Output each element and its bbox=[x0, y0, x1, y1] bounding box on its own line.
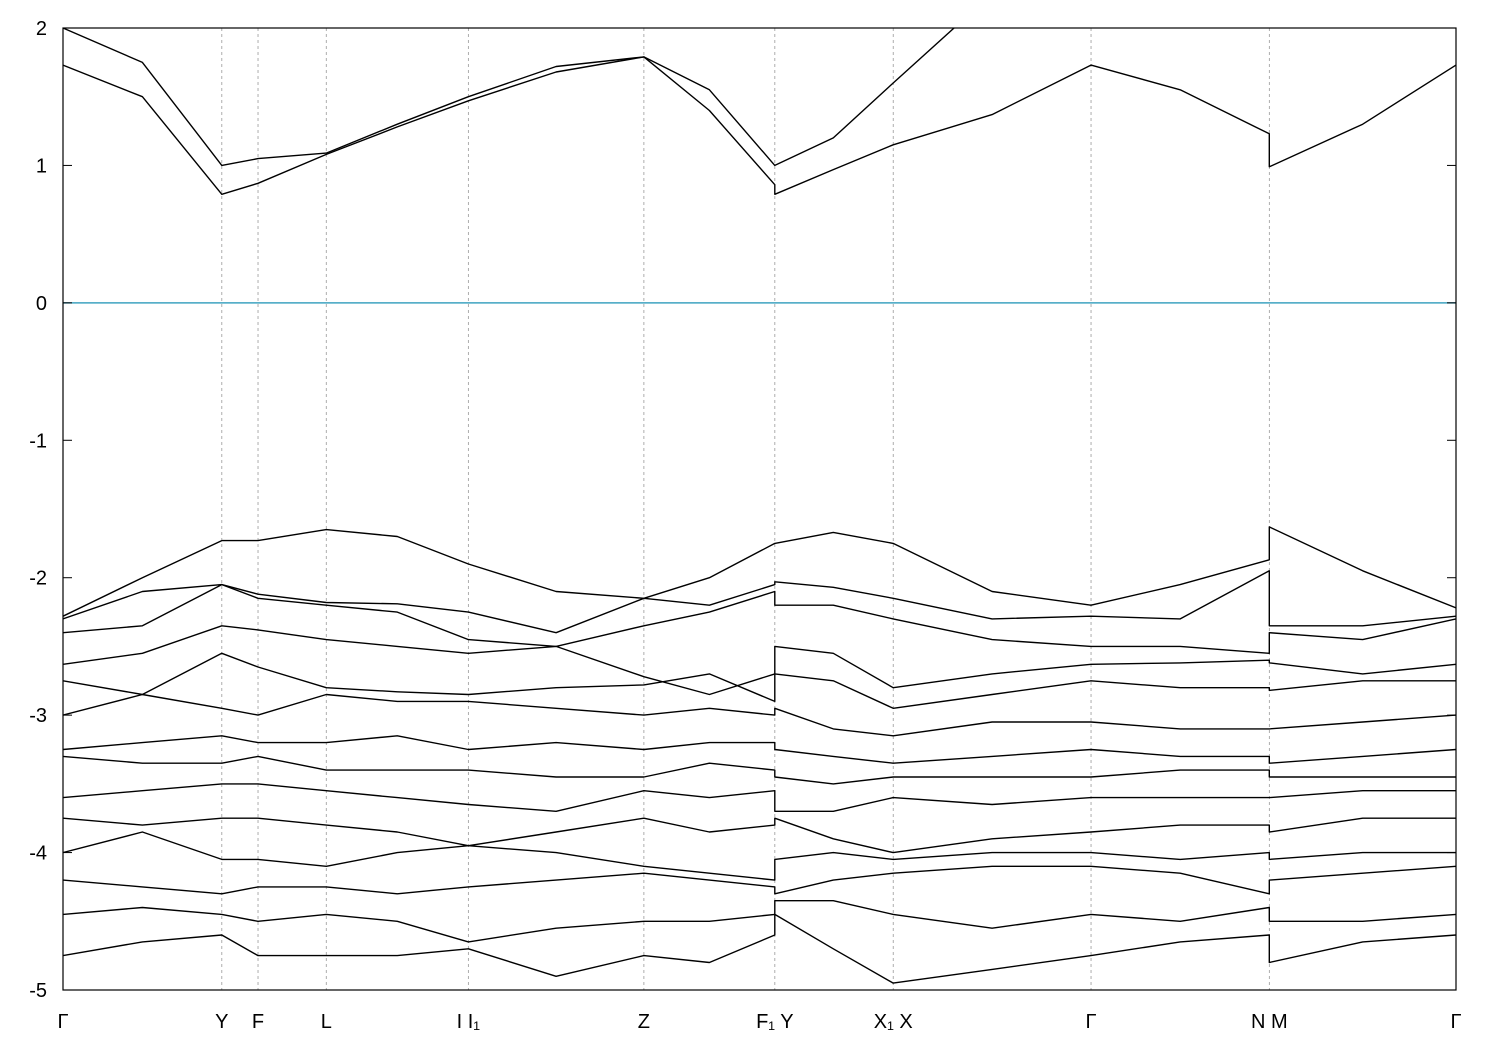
x-tick-label: X₁ X bbox=[874, 1011, 913, 1033]
band-line bbox=[63, 570, 1456, 634]
y-tick-label: -3 bbox=[29, 705, 47, 727]
band-line bbox=[63, 583, 1456, 654]
x-tick-label: Z bbox=[638, 1011, 650, 1033]
x-tick-label: Y bbox=[215, 1011, 228, 1033]
band-line bbox=[63, 865, 1456, 895]
x-tick-label: Γ bbox=[1450, 1011, 1461, 1033]
x-tick-label: I I₁ bbox=[457, 1011, 481, 1033]
band-line bbox=[63, 56, 1456, 195]
x-tick-label: F₁ Y bbox=[756, 1011, 794, 1033]
x-tick-label: Γ bbox=[1086, 1011, 1097, 1033]
grid-layer bbox=[62, 28, 1457, 990]
x-tick-label: L bbox=[321, 1011, 332, 1033]
y-tick-label: 1 bbox=[36, 155, 47, 177]
data-layer bbox=[63, 28, 1456, 984]
plot-frame bbox=[62, 27, 1457, 991]
band-line bbox=[63, 735, 1456, 764]
x-tick-label: N M bbox=[1251, 1011, 1288, 1033]
axis-layer: -5 -4 -3 -2 -1 0 1 2 Γ Y F L I I₁ Z F₁ Y X₁ X Γ N M Γ bbox=[29, 18, 1461, 1033]
y-tick-label: -2 bbox=[29, 568, 47, 590]
band-line bbox=[63, 652, 1456, 709]
band-line bbox=[63, 625, 1456, 696]
band-line bbox=[63, 900, 1456, 943]
band-line bbox=[63, 28, 956, 167]
band-line bbox=[63, 913, 1456, 984]
band-line bbox=[63, 831, 1456, 881]
y-tick-label: -5 bbox=[29, 980, 47, 1002]
y-tick-label: 0 bbox=[36, 293, 47, 315]
y-tick-label: -4 bbox=[29, 843, 47, 865]
band-line bbox=[63, 526, 1456, 617]
x-tick-label: F bbox=[252, 1011, 264, 1033]
band-line bbox=[63, 693, 1456, 737]
y-tick-label: -1 bbox=[29, 430, 47, 452]
y-tick-label: 2 bbox=[36, 18, 47, 40]
band-line bbox=[63, 755, 1456, 785]
x-tick-label: Γ bbox=[57, 1011, 68, 1033]
band-line bbox=[63, 817, 1456, 854]
band-line bbox=[63, 783, 1456, 812]
